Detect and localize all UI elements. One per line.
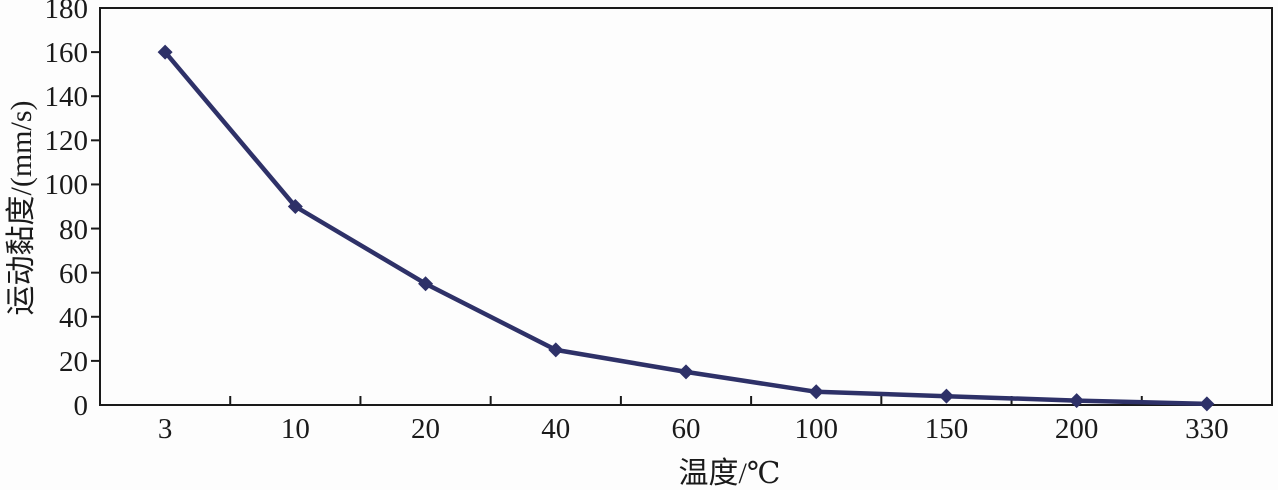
data-point-marker	[157, 44, 173, 60]
y-tick-label: 60	[59, 257, 88, 290]
x-tick-label: 150	[924, 413, 969, 445]
y-tick-label: 80	[59, 213, 88, 246]
y-tick-label: 120	[44, 125, 89, 158]
x-tick-label: 200	[1054, 413, 1099, 445]
x-tick-label: 40	[541, 413, 571, 445]
data-point-marker	[1069, 393, 1085, 409]
data-point-marker	[548, 342, 564, 358]
y-tick-label: 100	[44, 169, 89, 202]
data-point-marker	[938, 388, 954, 404]
y-tick-label: 0	[73, 390, 89, 422]
y-tick-label: 20	[59, 345, 88, 378]
x-tick-label: 3	[157, 413, 173, 445]
data-point-marker	[678, 364, 694, 380]
y-tick-label: 140	[44, 81, 89, 114]
y-tick-label: 180	[44, 0, 89, 25]
series-line	[162, 49, 1210, 407]
x-tick-label: 330	[1185, 413, 1229, 445]
data-point-marker	[418, 276, 434, 292]
data-point-marker	[1199, 396, 1215, 412]
x-tick-label: 20	[411, 413, 441, 445]
y-tick-label: 40	[59, 301, 88, 334]
data-point-marker	[808, 384, 824, 400]
plot-border	[99, 7, 1273, 406]
x-tick-label: 10	[280, 413, 310, 445]
y-tick-label: 160	[44, 37, 89, 70]
x-axis-title: 温度/℃	[678, 457, 781, 490]
x-tick-label: 60	[671, 413, 701, 445]
x-tick-label: 100	[794, 413, 838, 445]
data-point-marker	[287, 199, 303, 214]
